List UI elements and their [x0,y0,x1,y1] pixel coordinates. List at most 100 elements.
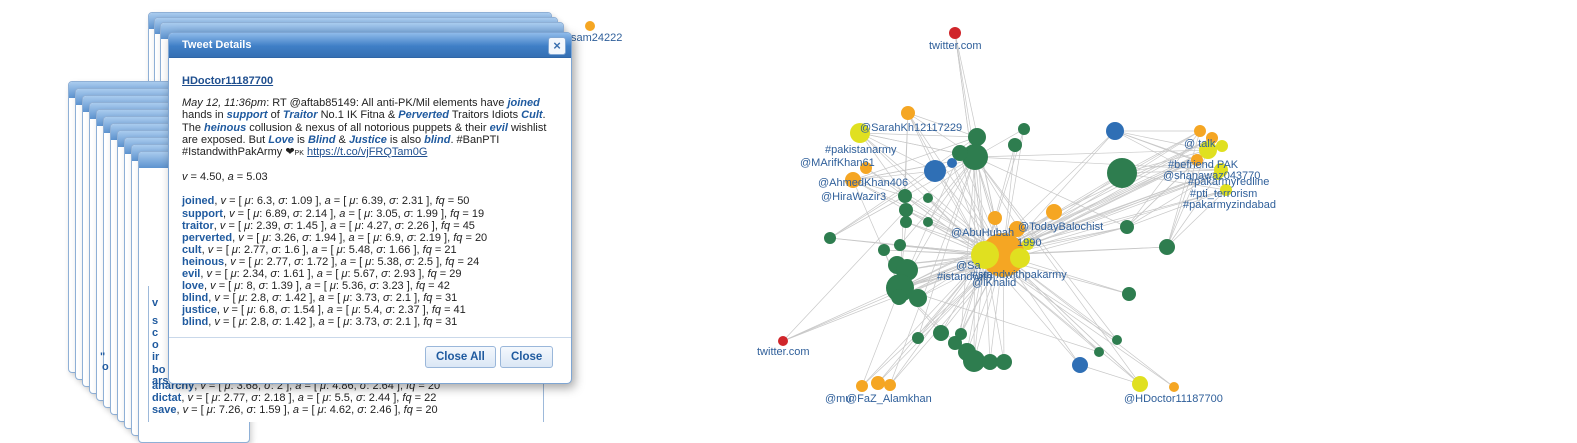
graph-node[interactable] [949,27,961,39]
graph-node[interactable] [924,160,946,182]
graph-node[interactable] [1213,170,1223,180]
graph-edge [905,221,986,256]
graph-node[interactable] [824,232,836,244]
graph-node[interactable] [1018,123,1030,135]
graph-node[interactable] [1046,204,1062,220]
node-label-sarah[interactable]: @SarahKh12117229 [860,122,962,134]
graph-node[interactable] [923,193,933,203]
close-icon[interactable]: × [548,37,566,55]
node-label-todaybaloch[interactable]: @TodayBalochist [1018,221,1103,233]
graph-node[interactable] [1094,347,1104,357]
network-graph[interactable]: sam24222 twitter.com twitter.com @SarahK… [0,0,1577,422]
graph-node[interactable] [899,203,913,217]
network-graph-canvas[interactable]: sam24222 twitter.com twitter.com @SarahK… [0,0,1577,422]
node-label-terrorism[interactable]: #pti_terrorism [1190,188,1257,200]
graph-edge [1114,130,1198,161]
graph-node[interactable] [1120,220,1134,234]
graph-node[interactable] [884,379,896,391]
graph-node[interactable] [585,21,595,31]
graph-edge [954,32,986,256]
graph-node[interactable] [860,162,872,174]
node-label-hdoctor[interactable]: @HDoctor11187700 [1124,393,1223,405]
node-label-mu[interactable]: @mu [825,393,851,405]
graph-node[interactable] [952,145,968,161]
word-stat-row: dictat, v = [ μ: 2.77, σ: 2.18 ], a = [ … [152,392,436,404]
graph-node[interactable] [1216,140,1228,152]
graph-node[interactable] [891,289,907,305]
graph-node[interactable] [1220,184,1232,196]
graph-node[interactable] [962,144,988,170]
graph-node[interactable] [871,376,885,390]
node-label-khalid[interactable]: @iKhalid [972,277,1016,289]
graph-node[interactable] [1206,132,1218,144]
graph-node[interactable] [933,325,949,341]
node-label-talk[interactable]: @ talk [1184,138,1216,150]
graph-node[interactable] [850,123,870,143]
graph-node[interactable] [1107,158,1137,188]
node-label-faz[interactable]: @FaZ_Alamkhan [846,393,932,405]
graph-node[interactable] [856,380,868,392]
graph-node[interactable] [1010,248,1030,268]
node-label-pakistanarmy[interactable]: #pakistanarmy [825,144,897,156]
graph-node[interactable] [1009,221,1025,237]
graph-node[interactable] [947,158,957,168]
graph-node[interactable] [1008,138,1022,152]
highlighted-word: Justice [348,133,387,146]
node-label-num[interactable]: 1990 [1017,237,1041,249]
node-label-sa[interactable]: @Sa [956,260,982,272]
graph-node[interactable] [1169,382,1179,392]
dialog-titlebar[interactable]: Tweet Details × [169,33,571,58]
a-value: 5.03 [246,171,268,184]
graph-node[interactable] [1191,154,1203,166]
node-label-sam24222[interactable]: sam24222 [571,32,622,44]
graph-node[interactable] [912,332,924,344]
graph-node[interactable] [963,350,985,372]
close-button[interactable]: Close [500,346,554,368]
graph-node[interactable] [988,211,1002,225]
node-label-twitter-top[interactable]: twitter.com [929,40,982,52]
graph-node[interactable] [878,244,890,256]
node-label-befriend[interactable]: #befriend PAK [1168,159,1239,171]
graph-node[interactable] [1106,122,1124,140]
graph-node[interactable] [1022,238,1034,250]
graph-node[interactable] [1072,357,1088,373]
graph-nodes[interactable] [585,21,1232,392]
graph-node[interactable] [982,354,998,370]
username-link[interactable]: HDoctor11187700 [182,75,274,87]
node-label-shanawaz[interactable]: @shanawaz043770 [1163,170,1260,182]
node-label-marif[interactable]: @MArifKhan61 [800,157,875,169]
node-label-abuhubah[interactable]: @AbuHubah [951,227,1014,239]
node-label-twitter-left[interactable]: twitter.com [757,346,810,358]
graph-node[interactable] [845,172,861,188]
graph-node[interactable] [1112,335,1122,345]
graph-node[interactable] [955,328,967,340]
graph-node[interactable] [948,336,962,350]
graph-node[interactable] [894,239,906,251]
graph-node[interactable] [923,217,933,227]
graph-edge [974,156,1141,385]
graph-node[interactable] [778,336,788,346]
graph-node[interactable] [1194,125,1206,137]
node-label-standwith[interactable]: #standwithpakarmy [972,269,1067,281]
node-label-zindabad[interactable]: #pakarmyzindabad [1183,199,1276,211]
graph-node[interactable] [1122,287,1136,301]
close-all-button[interactable]: Close All [425,346,496,368]
graph-node[interactable] [909,289,927,307]
node-label-redline[interactable]: #pakarmyredline [1188,176,1269,188]
graph-node[interactable] [900,216,912,228]
graph-edges [782,32,1227,388]
node-label-ahmed[interactable]: @AhmedKhan406 [818,177,908,189]
graph-node[interactable] [968,128,986,146]
graph-node[interactable] [1132,376,1148,392]
graph-node[interactable] [898,189,912,203]
graph-node[interactable] [996,354,1012,370]
node-label-istand[interactable]: #istandwith [937,271,992,283]
graph-node[interactable] [1159,239,1175,255]
graph-node[interactable] [971,241,999,269]
graph-node[interactable] [901,106,915,120]
graph-edge [917,156,976,339]
node-label-hira[interactable]: @HiraWazir3 [821,191,886,203]
graph-node[interactable] [1199,141,1217,159]
tweet-link[interactable]: https://t.co/vjFRQTam0G [306,146,428,159]
tweet-details-dialog[interactable]: Tweet Details × HDoctor11187700 May 12, … [168,32,572,384]
